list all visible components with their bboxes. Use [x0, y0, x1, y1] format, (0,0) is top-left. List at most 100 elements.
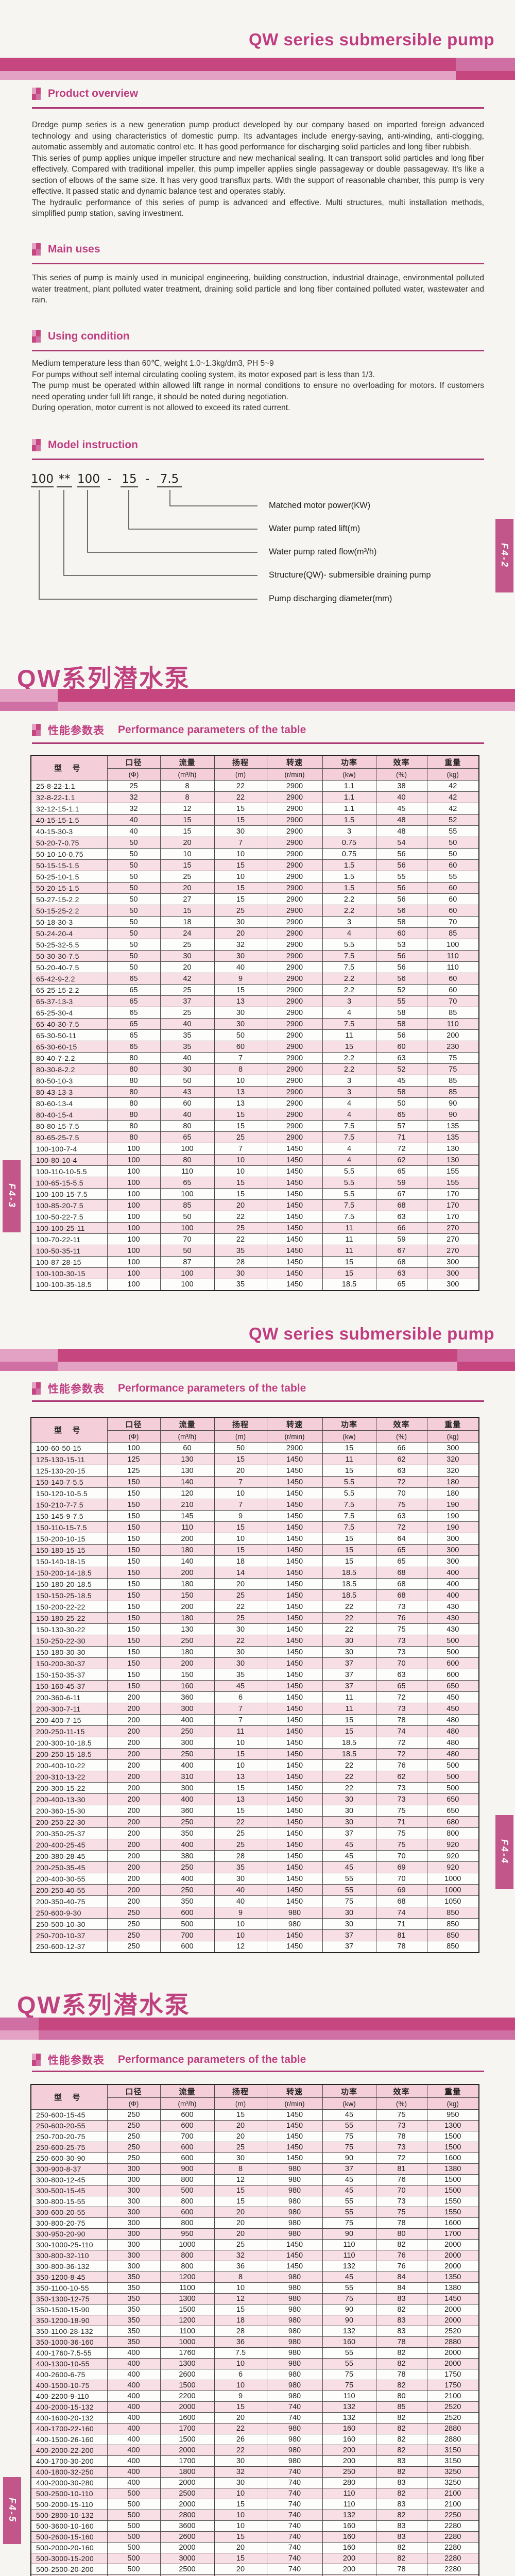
value-cell: 320: [426, 1453, 479, 1465]
model-cell: 50-15-15-1.5: [30, 859, 108, 871]
value-cell: 2900: [266, 1063, 323, 1075]
value-cell: 60: [426, 893, 479, 905]
value-cell: 2880: [426, 2434, 479, 2445]
value-cell: 7: [214, 1499, 267, 1511]
value-cell: 54: [375, 837, 427, 849]
banner-segment: [58, 1349, 457, 1362]
value-cell: 80: [107, 1109, 161, 1121]
table-row: 250-600-20-55 250 600 20 1450 55 73 1300: [30, 2120, 479, 2131]
value-cell: 20: [214, 2120, 267, 2131]
value-cell: 1800: [160, 2466, 215, 2478]
section-using-condition: Using condition: [32, 330, 130, 343]
value-cell: 30: [214, 2477, 267, 2488]
model-code-dash: -: [107, 472, 112, 486]
value-cell: 280: [322, 2477, 376, 2488]
table-row: 400-2200-9-110 400 2200 9 980 110 80 2100: [30, 2391, 479, 2402]
value-cell: 1450: [266, 1177, 323, 1189]
value-cell: 400: [107, 2391, 161, 2402]
value-cell: 75: [322, 2142, 376, 2153]
table-row: 40-15-30-3 40 15 30 2900 3 48 55: [30, 825, 479, 837]
model-cell: 350-1200-8-45: [30, 2272, 108, 2283]
page-title-zh: QW系列潜水泵: [17, 1991, 191, 2019]
value-cell: 480: [426, 1748, 479, 1760]
perf-heading-zh: 性能参数表: [48, 1383, 105, 1395]
value-cell: 1750: [426, 2369, 479, 2380]
value-cell: 55: [322, 2196, 376, 2207]
value-cell: 65: [160, 1177, 215, 1189]
column-unit: (Φ): [107, 2097, 161, 2110]
value-cell: 67: [375, 1188, 427, 1200]
value-cell: 400: [107, 2423, 161, 2434]
value-cell: 14: [214, 1567, 267, 1579]
value-cell: 12: [214, 2293, 267, 2304]
value-cell: 22: [322, 1623, 376, 1635]
value-cell: 37: [322, 2163, 376, 2175]
value-cell: 2250: [426, 2510, 479, 2521]
model-cell: 150-180-15-15: [30, 1544, 108, 1556]
table-row: 100-87-28-15 100 87 28 1450 15 68 300: [30, 1256, 479, 1268]
value-cell: 130: [160, 1453, 215, 1465]
value-cell: 8: [214, 1063, 267, 1075]
table-row: 150-200-14-18.5 150 200 14 1450 18.5 68 400: [30, 1567, 479, 1579]
value-cell: 480: [426, 1714, 479, 1726]
banner-segment: [0, 71, 456, 80]
model-code-part: **: [57, 472, 72, 487]
value-cell: 980: [266, 2217, 323, 2229]
value-cell: 7.5: [322, 1499, 376, 1511]
model-cell: 300-800-20-75: [30, 2217, 108, 2229]
table-row: 350-1100-10-55 350 1100 10 980 55 84 1380: [30, 2282, 479, 2294]
value-cell: 22: [322, 1601, 376, 1613]
value-cell: 740: [266, 2564, 323, 2575]
value-cell: 66: [375, 1442, 427, 1454]
value-cell: 68: [375, 1567, 427, 1579]
value-cell: 83: [375, 2499, 427, 2510]
value-cell: 75: [375, 2207, 427, 2218]
value-cell: 160: [322, 2542, 376, 2553]
table-row: 100-60-50-15 100 60 50 2900 15 66 300: [30, 1442, 479, 1454]
divider: [32, 107, 484, 109]
value-cell: 500: [107, 2564, 161, 2575]
table-row: 400-2000-22-200 400 2000 22 980 200 82 3150: [30, 2445, 479, 2456]
value-cell: 980: [266, 2369, 323, 2380]
value-cell: 980: [266, 2207, 323, 2218]
value-cell: 1450: [266, 1533, 323, 1545]
divider: [32, 263, 484, 264]
table-row: 50-10-10-0.75 50 10 10 2900 0.75 56 50: [30, 848, 479, 860]
value-cell: 2900: [266, 780, 323, 792]
value-cell: 850: [426, 1918, 479, 1930]
model-cell: 250-600-20-55: [30, 2120, 108, 2131]
section-heading: Model instruction: [48, 439, 138, 451]
column-header: 转速: [266, 2084, 323, 2098]
value-cell: 85: [426, 1075, 479, 1087]
value-cell: 70: [375, 1487, 427, 1499]
value-cell: 65: [375, 1279, 427, 1291]
value-cell: 18.5: [322, 1567, 376, 1579]
value-cell: 200: [107, 1782, 161, 1794]
value-cell: 980: [266, 2228, 323, 2240]
value-cell: 15: [214, 1521, 267, 1533]
table-row: 250-600-12-37 250 600 12 1450 37 78 850: [30, 1941, 479, 1953]
using-condition-text: Medium temperature less than 60℃, weight…: [32, 358, 484, 414]
table-row: 250-500-10-30 250 500 10 980 30 71 850: [30, 1918, 479, 1930]
value-cell: 1450: [266, 1211, 323, 1223]
value-cell: 1450: [266, 2250, 323, 2261]
value-cell: 2900: [266, 939, 323, 951]
value-cell: 50: [107, 837, 161, 849]
value-cell: 11: [322, 1245, 376, 1257]
table-row: 500-2800-10-132 500 2800 10 740 132 82 2250: [30, 2510, 479, 2521]
value-cell: 42: [426, 791, 479, 803]
value-cell: 65: [160, 1131, 215, 1143]
banner-segment: [456, 58, 515, 71]
value-cell: 300: [426, 1442, 479, 1454]
value-cell: 22: [214, 1816, 267, 1828]
value-cell: 135: [426, 1131, 479, 1143]
value-cell: 190: [426, 1499, 479, 1511]
value-cell: 500: [107, 2542, 161, 2553]
column-header: 效率: [375, 755, 427, 769]
model-cell: 200-300-7-11: [30, 1703, 108, 1715]
model-cell: 50-25-32-5.5: [30, 939, 108, 951]
table-row: 400-1700-30-200 400 1700 30 980 200 83 3150: [30, 2455, 479, 2467]
value-cell: 200: [322, 2445, 376, 2456]
value-cell: 130: [160, 1623, 215, 1635]
table-row: 400-2600-6-75 400 2600 6 980 75 78 1750: [30, 2369, 479, 2380]
